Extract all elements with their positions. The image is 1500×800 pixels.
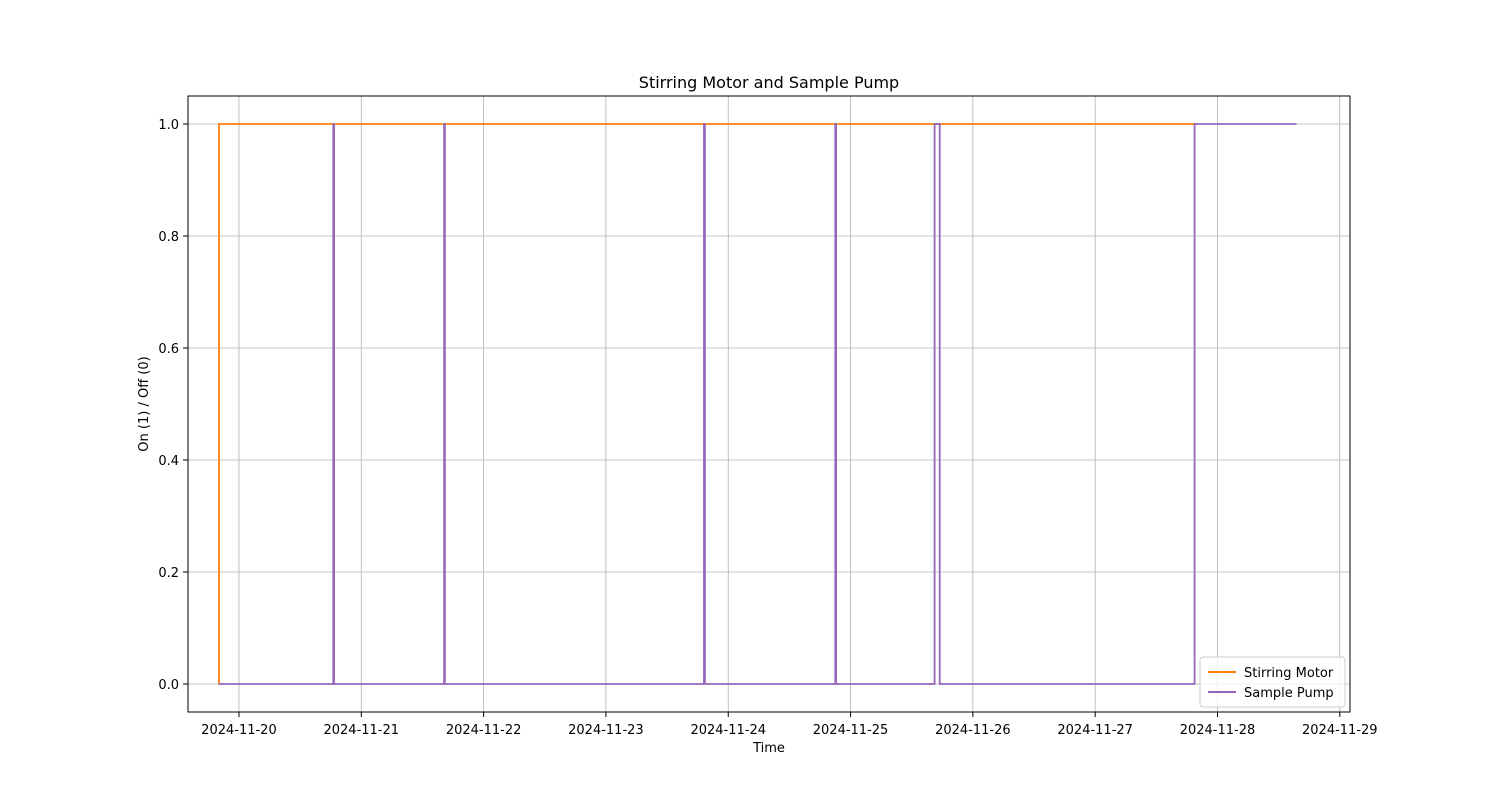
chart-title: Stirring Motor and Sample Pump — [639, 73, 899, 92]
y-tick-label: 0.4 — [158, 454, 179, 469]
x-tick-label: 2024-11-26 — [935, 723, 1011, 738]
legend-label: Stirring Motor — [1244, 666, 1334, 681]
x-tick-label: 2024-11-20 — [201, 723, 277, 738]
y-tick-label: 0.2 — [158, 566, 179, 581]
x-tick-label: 2024-11-27 — [1057, 723, 1133, 738]
plot-frame — [187, 95, 1351, 713]
x-tick-label: 2024-11-29 — [1302, 723, 1378, 738]
legend: Stirring Motor Sample Pump — [1199, 656, 1346, 708]
y-tick-label: 0.8 — [158, 230, 179, 245]
y-axis-label: On (1) / Off (0) — [137, 356, 152, 451]
x-tick-label: 2024-11-23 — [568, 723, 644, 738]
x-axis-label: Time — [752, 741, 785, 756]
legend-label: Sample Pump — [1244, 686, 1334, 701]
y-tick-label: 0.6 — [158, 342, 179, 357]
x-tick-label: 2024-11-28 — [1180, 723, 1256, 738]
x-tick-label: 2024-11-22 — [446, 723, 522, 738]
y-tick-label: 1.0 — [158, 118, 179, 133]
y-axis: 0.0 0.2 0.4 0.6 0.8 1.0 — [158, 118, 188, 693]
y-tick-label: 0.0 — [158, 678, 179, 693]
legend-box — [1199, 656, 1346, 708]
x-tick-label: 2024-11-24 — [690, 723, 766, 738]
series-line-sample-pump — [218, 123, 1297, 685]
x-tick-label: 2024-11-25 — [813, 723, 889, 738]
x-tick-label: 2024-11-21 — [323, 723, 399, 738]
x-axis: 2024-11-20 2024-11-21 2024-11-22 2024-11-23… — [201, 712, 1378, 738]
series-layer — [218, 123, 1297, 685]
